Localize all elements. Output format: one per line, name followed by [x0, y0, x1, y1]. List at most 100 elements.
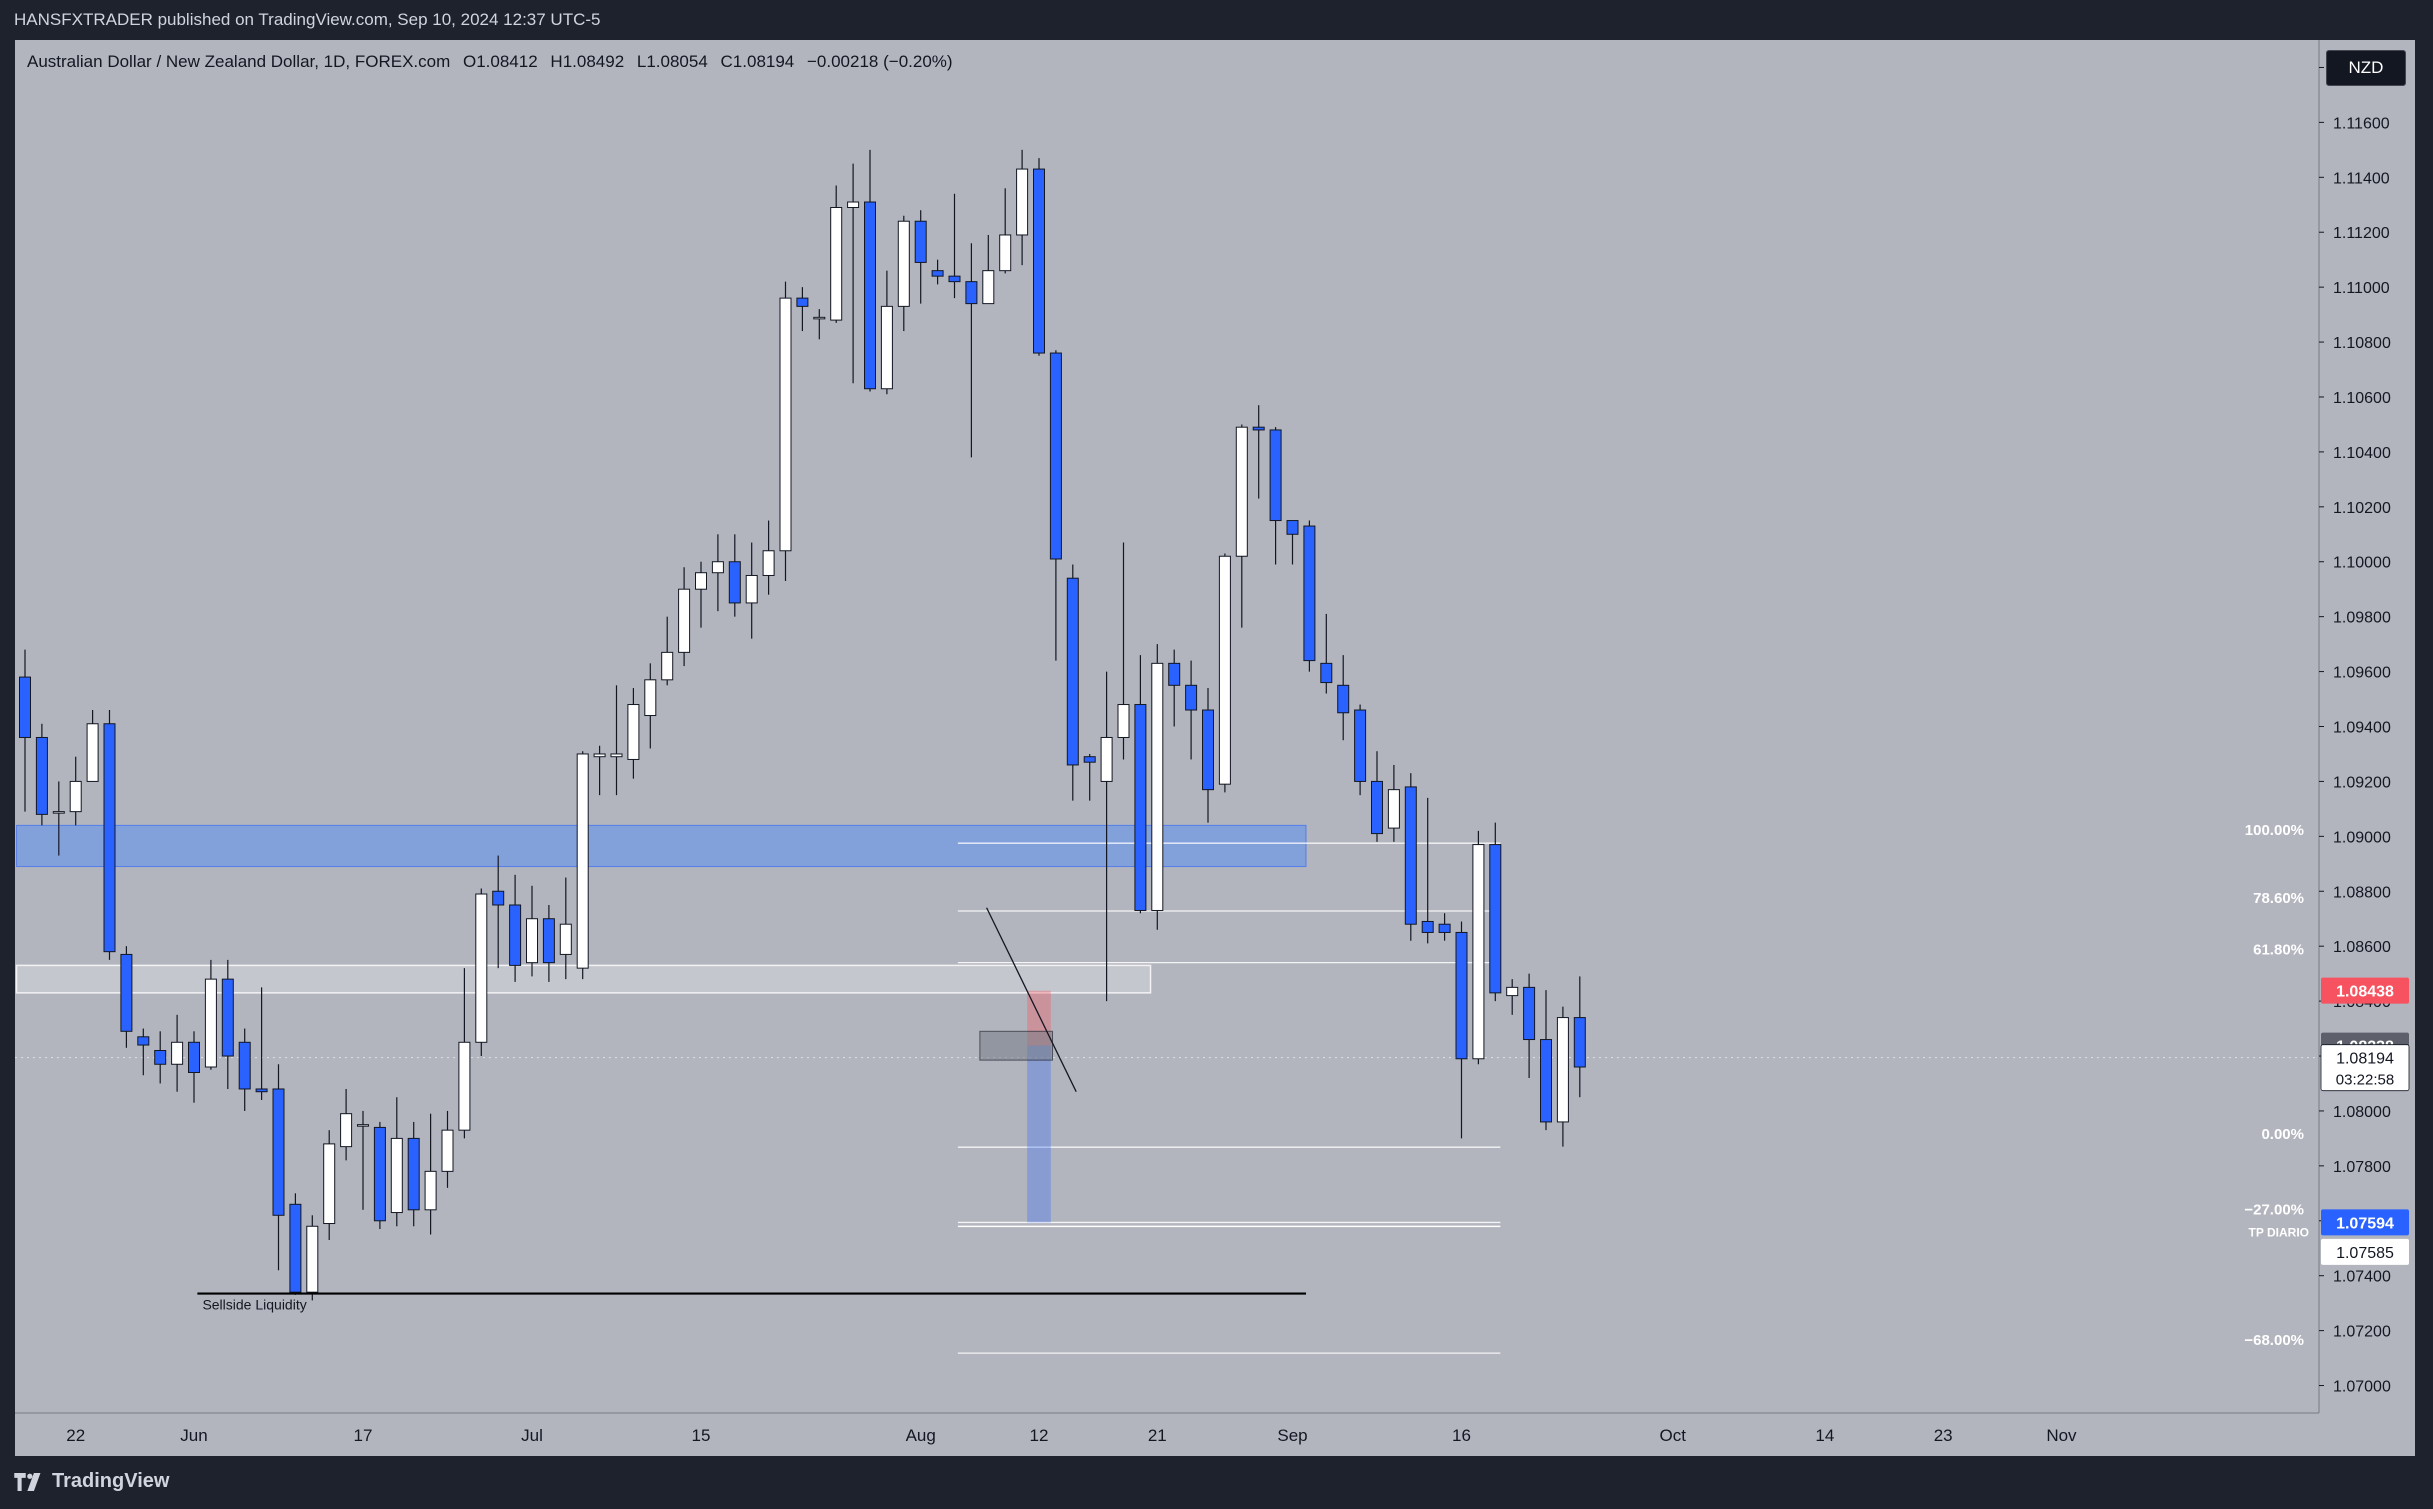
y-tick-label: 1.07800 — [2333, 1159, 2391, 1176]
candle-body — [221, 978, 234, 1057]
tp-diario-label: TP DIARIO — [2249, 1225, 2309, 1239]
candle — [1185, 660, 1198, 760]
candle-body — [35, 736, 48, 815]
candle-body — [475, 893, 488, 1043]
y-tick-label: 1.10400 — [2333, 445, 2391, 462]
candle-body — [1556, 1017, 1569, 1123]
candle-body — [289, 1203, 302, 1293]
candle — [897, 215, 910, 332]
candle — [1168, 649, 1181, 727]
currency-button[interactable]: NZD — [2326, 50, 2406, 86]
candle — [796, 287, 809, 332]
candle — [1371, 751, 1383, 842]
candle — [1506, 979, 1519, 1015]
candle — [171, 1014, 184, 1092]
candle-body — [1320, 662, 1333, 684]
candle — [103, 710, 116, 960]
x-tick-label: 16 — [1452, 1426, 1471, 1445]
price-badge-bg — [2320, 1044, 2410, 1092]
x-tick-label: Aug — [906, 1426, 936, 1445]
candle — [424, 1113, 437, 1235]
candle-body — [796, 297, 809, 307]
candle-body — [1134, 704, 1147, 911]
candle — [1320, 613, 1333, 694]
y-tick-label: 1.09000 — [2333, 829, 2391, 846]
candle-body — [965, 281, 978, 305]
candle — [627, 688, 640, 779]
candle — [1421, 797, 1434, 944]
candle — [120, 946, 133, 1048]
candle — [69, 756, 82, 826]
candle — [1151, 644, 1164, 930]
candle — [711, 534, 724, 612]
y-tick-label: 1.10600 — [2333, 390, 2391, 407]
candle — [728, 534, 741, 617]
legend-open: O1.08412 — [463, 52, 538, 71]
candle-body — [1371, 780, 1383, 835]
candle — [19, 649, 31, 812]
fib-label: −68.00% — [2244, 1332, 2304, 1349]
legend-low: L1.08054 — [636, 52, 708, 71]
y-tick-label: 1.09800 — [2333, 610, 2391, 627]
tradingview-brand[interactable]: TradingView — [14, 1470, 169, 1493]
trend-line — [986, 907, 1077, 1093]
candle-body — [745, 574, 758, 604]
candle-body — [52, 811, 65, 814]
candlestick-chart[interactable]: 100.00% 78.60% 61.80% 0.00% −27.00% −68.00% S… — [15, 40, 2415, 1456]
y-tick-label: 1.08000 — [2333, 1104, 2391, 1121]
candle-body — [492, 890, 505, 906]
candle-body — [69, 780, 82, 813]
candle — [475, 888, 488, 1057]
candle-body — [1286, 520, 1299, 535]
candle-body — [1472, 844, 1485, 1060]
candle — [1016, 149, 1029, 266]
candle-body — [644, 679, 657, 717]
fib-label: 100.00% — [2245, 822, 2304, 839]
price-badge-value: 1.07585 — [2336, 1245, 2394, 1262]
candle — [813, 309, 826, 340]
y-tick-label: 1.11600 — [2333, 115, 2390, 132]
candle — [154, 1031, 167, 1084]
candle — [35, 723, 48, 826]
candle-body — [1506, 986, 1519, 997]
candle — [272, 1064, 285, 1271]
y-tick-label: 1.07000 — [2333, 1379, 2391, 1396]
x-tick-label: 12 — [1030, 1426, 1049, 1445]
x-tick-label: 23 — [1934, 1426, 1953, 1445]
candle-body — [171, 1041, 184, 1065]
price-badge-value: 1.07594 — [2336, 1215, 2394, 1232]
candle-body — [1337, 684, 1350, 714]
candle — [644, 663, 657, 749]
candle-body — [1421, 920, 1434, 933]
candle-body — [711, 561, 724, 574]
candle-body — [897, 220, 910, 307]
support-zone — [15, 964, 1152, 994]
candle-body — [306, 1225, 319, 1293]
candle-body — [1100, 736, 1113, 782]
entry-box — [979, 1030, 1054, 1061]
candle — [1523, 973, 1536, 1078]
candle-body — [542, 918, 555, 964]
candle — [238, 1028, 251, 1111]
candle — [576, 751, 589, 980]
chart-area[interactable]: 100.00% 78.60% 61.80% 0.00% −27.00% −68.00% S… — [15, 40, 2415, 1456]
candle — [847, 163, 860, 384]
candle — [1286, 520, 1299, 565]
footer-bar: TradingView — [0, 1456, 2433, 1509]
candle-body — [1185, 684, 1198, 711]
candle — [340, 1088, 353, 1161]
candle — [526, 885, 538, 977]
candle — [1117, 542, 1130, 760]
candle — [610, 685, 623, 796]
candle — [830, 185, 843, 323]
price-badge-countdown: 03:22:58 — [2336, 1072, 2394, 1089]
y-tick-label: 1.09400 — [2333, 720, 2391, 737]
x-tick-label: 21 — [1148, 1426, 1167, 1445]
candle — [458, 968, 471, 1139]
y-tick-label: 1.10800 — [2333, 335, 2391, 352]
candle-body — [1404, 786, 1417, 925]
candle — [1540, 990, 1552, 1131]
x-tick-label: Jun — [180, 1426, 207, 1445]
fib-label: 0.00% — [2261, 1126, 2304, 1143]
candle-body — [407, 1137, 420, 1211]
